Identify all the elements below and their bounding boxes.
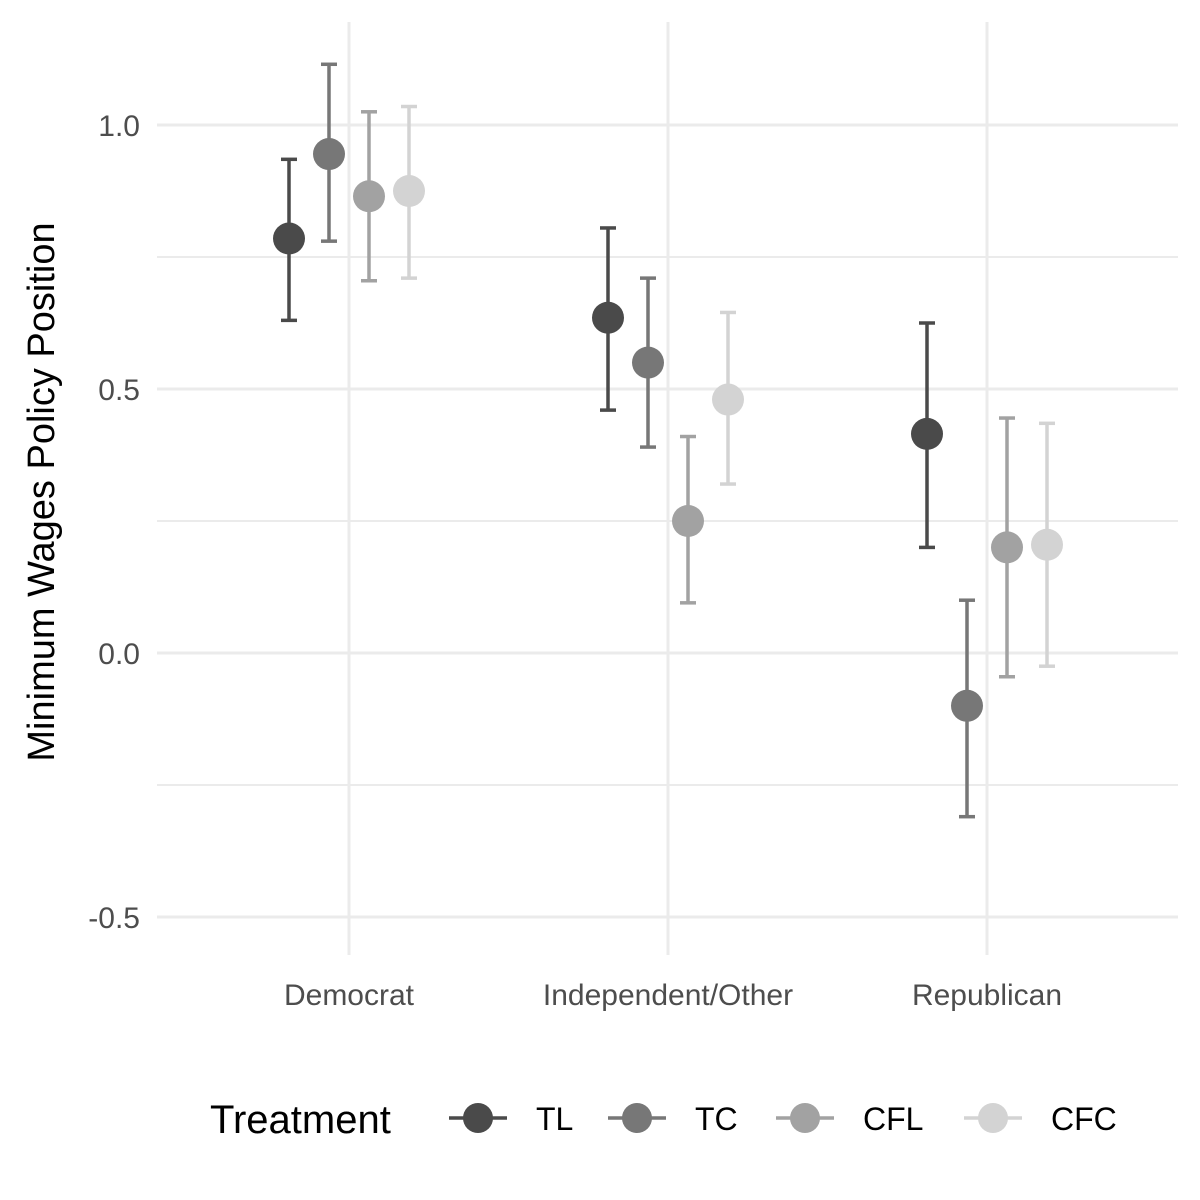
data-point-tl [592,301,624,334]
legend-item-cfc: CFC [964,1101,1117,1137]
gridlines [157,22,1178,955]
x-tick-label: Democrat [284,979,415,1012]
legend-label: CFC [1051,1101,1117,1137]
data-point-tl [911,417,943,450]
legend-title: Treatment [210,1098,391,1142]
legend-label: TC [695,1101,738,1137]
legend-label: TL [536,1101,573,1137]
data-point-cfc [393,175,425,207]
legend-key-point [978,1103,1008,1133]
data-point-cfc [1031,528,1063,561]
x-axis-ticks: Democrat Independent/Other Republican [284,979,1062,1012]
x-tick-label: Republican [912,979,1062,1012]
legend-item-tc: TC [608,1101,738,1137]
data-point-tc [951,689,983,722]
x-tick-label: Independent/Other [543,979,793,1012]
y-tick-label: 1.0 [98,110,140,143]
data-point-cfl [353,180,385,213]
legend-item-tl: TL [449,1101,573,1137]
legend-key-point [622,1103,652,1133]
plot-marks [273,62,1063,819]
legend-label: CFL [863,1101,923,1137]
y-axis-ticks: -0.5 0.0 0.5 1.0 [88,110,140,935]
legend-key-point [463,1103,493,1133]
data-point-tc [313,138,345,171]
data-point-tc [632,346,664,379]
data-point-cfc [712,383,744,416]
legend-key-point [790,1103,820,1133]
data-point-cfl [672,505,704,537]
legend-item-cfl: CFL [776,1101,923,1137]
y-tick-label: 0.5 [98,374,140,407]
data-point-cfl [991,531,1023,564]
legend: Treatment TL TC CFL CFC [210,1098,1117,1142]
y-tick-label: 0.0 [98,638,140,671]
data-point-tl [273,222,305,255]
y-tick-label: -0.5 [88,902,140,935]
y-axis-title: Minimum Wages Policy Position [21,222,63,761]
